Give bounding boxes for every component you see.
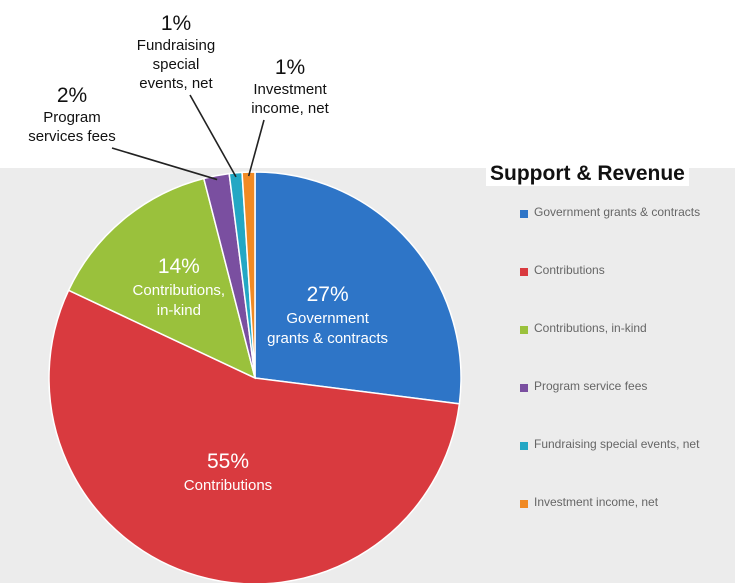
pie-slice-investment-income-net: [241, 171, 256, 379]
data-label-text-government-grants-contracts: Government: [286, 310, 369, 327]
legend-swatch: [520, 442, 528, 450]
data-label-text-investment-income-net: income, net: [251, 100, 329, 117]
data-label-percent-government-grants-contracts: 27%: [307, 283, 349, 306]
data-label-percent-investment-income-net: 1%: [275, 56, 305, 79]
data-label-text-fundraising-special-events-net: special: [153, 56, 200, 73]
data-label-text-program-service-fees: Program: [43, 109, 101, 126]
leader-line-investment-income-net: [247, 119, 265, 177]
legend-label: Program service fees: [534, 379, 648, 393]
data-label-text-fundraising-special-events-net: events, net: [139, 75, 213, 92]
legend-swatch: [520, 500, 528, 508]
data-label-percent-contributions-in-kind: 14%: [158, 255, 200, 278]
data-label-text-contributions-in-kind: in-kind: [157, 302, 201, 319]
legend-item-investment-income-net: Investment income, net: [520, 495, 725, 553]
legend: Government grants & contracts Contributio…: [520, 205, 725, 553]
data-label-text-government-grants-contracts: grants & contracts: [267, 330, 388, 347]
data-label-text-program-service-fees: services fees: [28, 128, 116, 145]
legend-swatch: [520, 326, 528, 334]
chart-title: Support & Revenue: [486, 162, 689, 186]
data-label-percent-contributions: 55%: [207, 450, 249, 473]
legend-item-fundraising-special-events-net: Fundraising special events, net: [520, 437, 725, 495]
legend-label: Government grants & contracts: [534, 205, 701, 219]
data-label-percent-program-service-fees: 2%: [57, 84, 87, 107]
legend-label: Contributions, in-kind: [534, 321, 647, 335]
pie-slice-contributions: [48, 289, 461, 583]
pie-slice-government-grants-contracts: [254, 171, 462, 405]
legend-item-government-grants-contracts: Government grants & contracts: [520, 205, 725, 263]
data-label-text-fundraising-special-events-net: Fundraising: [137, 37, 215, 54]
pie-slice-contributions-in-kind: [67, 177, 257, 380]
data-label-text-contributions: Contributions: [184, 477, 272, 494]
legend-swatch: [520, 384, 528, 392]
legend-label: Fundraising special events, net: [534, 437, 700, 451]
leader-line-fundraising-special-events-net: [189, 94, 237, 178]
data-label-text-contributions-in-kind: Contributions,: [133, 282, 226, 299]
legend-item-program-service-fees: Program service fees: [520, 379, 725, 437]
legend-label: Contributions: [534, 263, 605, 277]
legend-item-contributions: Contributions: [520, 263, 725, 321]
legend-swatch: [520, 268, 528, 276]
leader-line-program-service-fees: [111, 147, 218, 181]
data-label-percent-fundraising-special-events-net: 1%: [161, 12, 191, 35]
legend-swatch: [520, 210, 528, 218]
data-label-text-investment-income-net: Investment: [253, 81, 327, 98]
legend-item-contributions-in-kind: Contributions, in-kind: [520, 321, 725, 379]
legend-label: Investment income, net: [534, 495, 659, 509]
